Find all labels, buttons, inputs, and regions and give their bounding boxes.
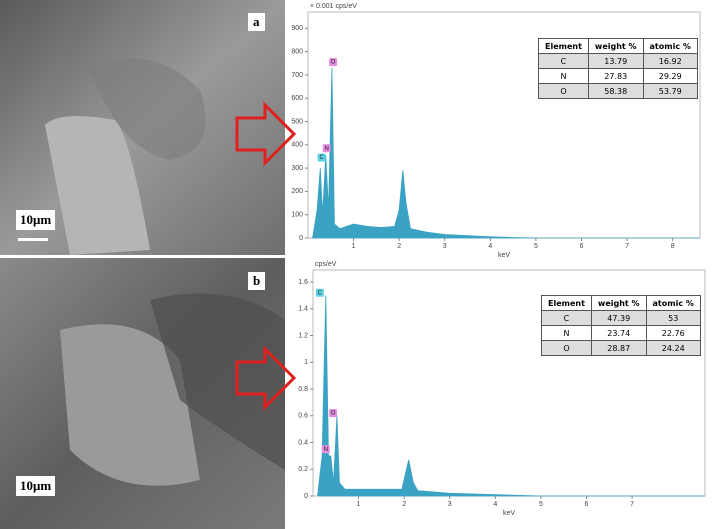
peak-label-box <box>322 144 331 153</box>
table-cell: O <box>538 83 589 99</box>
sem-feature <box>90 58 206 160</box>
y-tick-label: 800 <box>291 48 303 55</box>
x-tick-label: 1 <box>357 501 361 508</box>
table-cell: N <box>538 68 589 84</box>
table-cell: 16.92 <box>642 53 698 69</box>
y-unit: × 0.001 cps/eV <box>310 3 357 10</box>
table-cell: N <box>541 325 592 341</box>
table-cell: weight % <box>590 295 647 311</box>
x-tick-label: 7 <box>630 501 634 508</box>
composition-table: Element weight % atomic % C 47.39 53 N 23.74 22.… <box>541 295 701 356</box>
x-tick-label: 6 <box>585 501 589 508</box>
peak-label: O <box>331 60 336 66</box>
table-cell: atomic % <box>642 38 698 54</box>
x-tick-label: 4 <box>488 243 492 250</box>
peak-label: C <box>318 290 323 296</box>
y-tick-label: 1.4 <box>298 306 308 313</box>
x-tick-label: 2 <box>397 243 401 250</box>
x-tick-label: 4 <box>493 501 497 508</box>
table-cell: C <box>541 310 592 326</box>
y-tick-label: 100 <box>291 212 303 219</box>
table-cell: 24.24 <box>645 340 701 356</box>
peak-label: N <box>324 447 328 453</box>
x-tick-label: 5 <box>534 243 538 250</box>
x-tick-label: 2 <box>402 501 406 508</box>
table-row: O 28.87 24.24 <box>541 340 701 356</box>
table-cell: C <box>538 53 589 69</box>
table-row: O 58.38 53.79 <box>538 83 698 99</box>
y-tick-label: 200 <box>291 188 303 195</box>
sem-feature <box>150 293 285 470</box>
y-tick-label: 1.6 <box>298 279 308 286</box>
table-cell: 53.79 <box>642 83 698 99</box>
scale-label: 10μm <box>16 210 56 230</box>
peak-label-box <box>315 288 324 297</box>
x-label: keV <box>498 252 510 259</box>
x-label: keV <box>503 510 515 517</box>
table-row: N 27.83 29.29 <box>538 68 698 84</box>
arrow <box>235 101 297 167</box>
y-tick-label: 300 <box>291 165 303 172</box>
table-cell: 23.74 <box>590 325 647 341</box>
table-cell: weight % <box>587 38 644 54</box>
table-cell: O <box>541 340 592 356</box>
table-cell: 13.79 <box>587 53 644 69</box>
table-cell: 29.29 <box>642 68 698 84</box>
peak-label: N <box>325 146 329 152</box>
y-tick-label: 1.2 <box>298 332 308 339</box>
table-cell: 22.76 <box>645 325 701 341</box>
composition-table: Element weight % atomic % C 13.79 16.92 N 27.83… <box>538 38 698 99</box>
y-tick-label: 0.4 <box>298 439 308 446</box>
peak-label-box <box>329 58 338 67</box>
table-cell: Element <box>541 295 592 311</box>
peak-label-box <box>317 153 326 162</box>
table-cell: 27.83 <box>587 68 644 84</box>
spectrum <box>317 295 705 497</box>
panel-label: b <box>248 272 266 290</box>
panel-label: a <box>248 13 265 31</box>
table-cell: 58.38 <box>587 83 644 99</box>
table-row: C 13.79 16.92 <box>538 53 698 69</box>
peak-label-box <box>329 409 338 418</box>
table-cell: atomic % <box>645 295 701 311</box>
table-cell: 47.39 <box>590 310 647 326</box>
x-tick-label: 6 <box>580 243 584 250</box>
scale-bar <box>18 238 48 241</box>
sem-feature <box>45 116 150 255</box>
y-tick-label: 900 <box>291 25 303 32</box>
table-row: C 47.39 53 <box>541 310 701 326</box>
x-tick-label: 5 <box>539 501 543 508</box>
table-cell: 53 <box>645 310 701 326</box>
table-row: Element weight % atomic % <box>541 295 701 311</box>
x-tick-label: 3 <box>448 501 452 508</box>
y-tick-label: 400 <box>291 142 303 149</box>
spectrum <box>312 67 700 239</box>
y-tick-label: 0.6 <box>298 413 308 420</box>
y-tick-label: 500 <box>291 118 303 125</box>
x-tick-label: 8 <box>671 243 675 250</box>
peak-label: O <box>331 411 336 417</box>
y-tick-label: 0.2 <box>298 466 308 473</box>
y-tick-label: 700 <box>291 72 303 79</box>
y-tick-label: 0.8 <box>298 386 308 393</box>
peak-label-box <box>321 445 330 454</box>
table-row: Element weight % atomic % <box>538 38 698 54</box>
sem-feature <box>60 324 200 486</box>
y-tick-label: 1 <box>304 359 308 366</box>
y-tick-label: 0 <box>304 493 308 500</box>
x-tick-label: 3 <box>443 243 447 250</box>
y-tick-label: 0 <box>299 235 303 242</box>
table-row: N 23.74 22.76 <box>541 325 701 341</box>
peak-label: C <box>320 155 325 161</box>
y-unit: cps/eV <box>315 261 337 268</box>
table-cell: 28.87 <box>590 340 647 356</box>
table-cell: Element <box>538 38 589 54</box>
arrow <box>235 345 297 411</box>
y-tick-label: 600 <box>291 95 303 102</box>
x-tick-label: 7 <box>625 243 629 250</box>
scale-label: 10μm <box>16 476 56 496</box>
x-tick-label: 1 <box>352 243 356 250</box>
